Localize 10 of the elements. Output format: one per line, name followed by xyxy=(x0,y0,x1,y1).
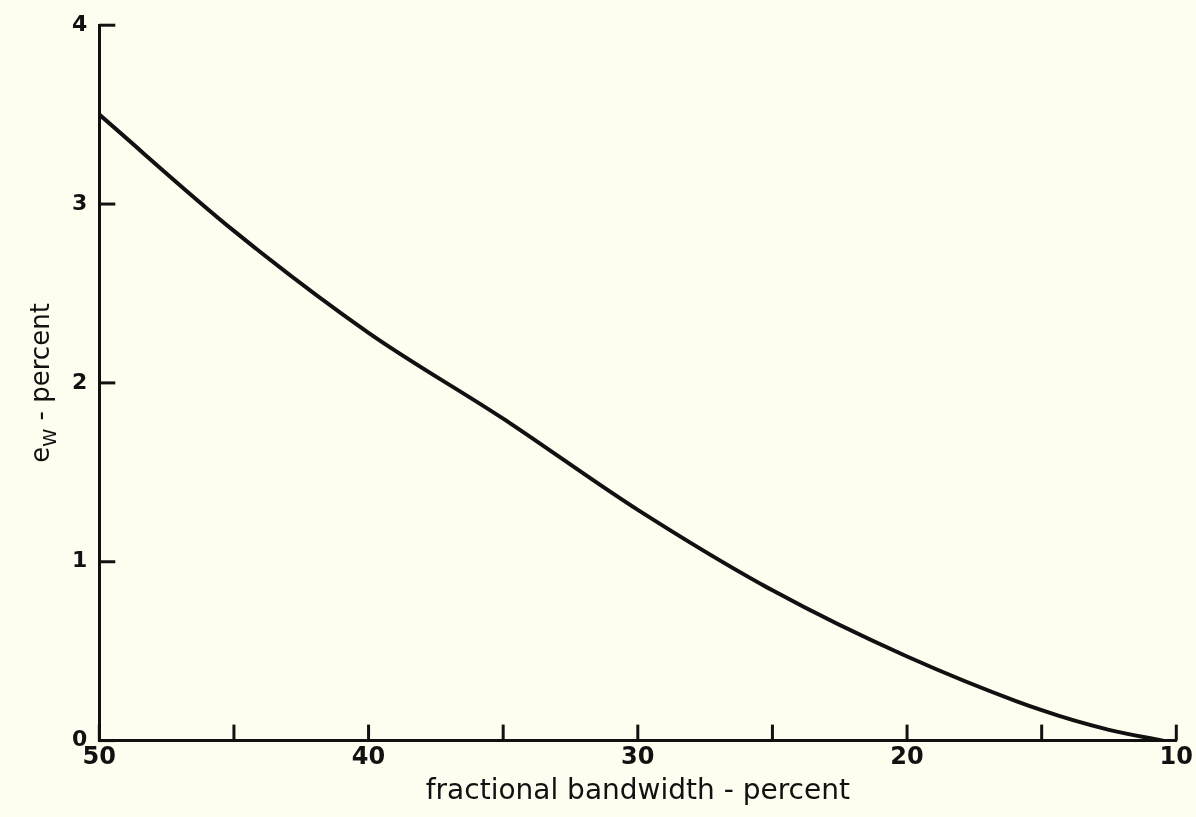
y-axis-title: eW - percent xyxy=(24,303,60,463)
x-tick-label: 20 xyxy=(890,742,924,771)
x-tick-label: 10 xyxy=(1159,742,1193,771)
y-tick-label: 3 xyxy=(72,189,88,215)
y-tick-label: 1 xyxy=(72,547,88,573)
y-tick-label: 4 xyxy=(72,10,88,36)
x-axis-title: fractional bandwidth - percent xyxy=(425,773,850,807)
y-tick-label: 2 xyxy=(72,368,88,394)
x-tick-label: 40 xyxy=(351,742,386,771)
x-tick-label: 30 xyxy=(621,742,655,771)
